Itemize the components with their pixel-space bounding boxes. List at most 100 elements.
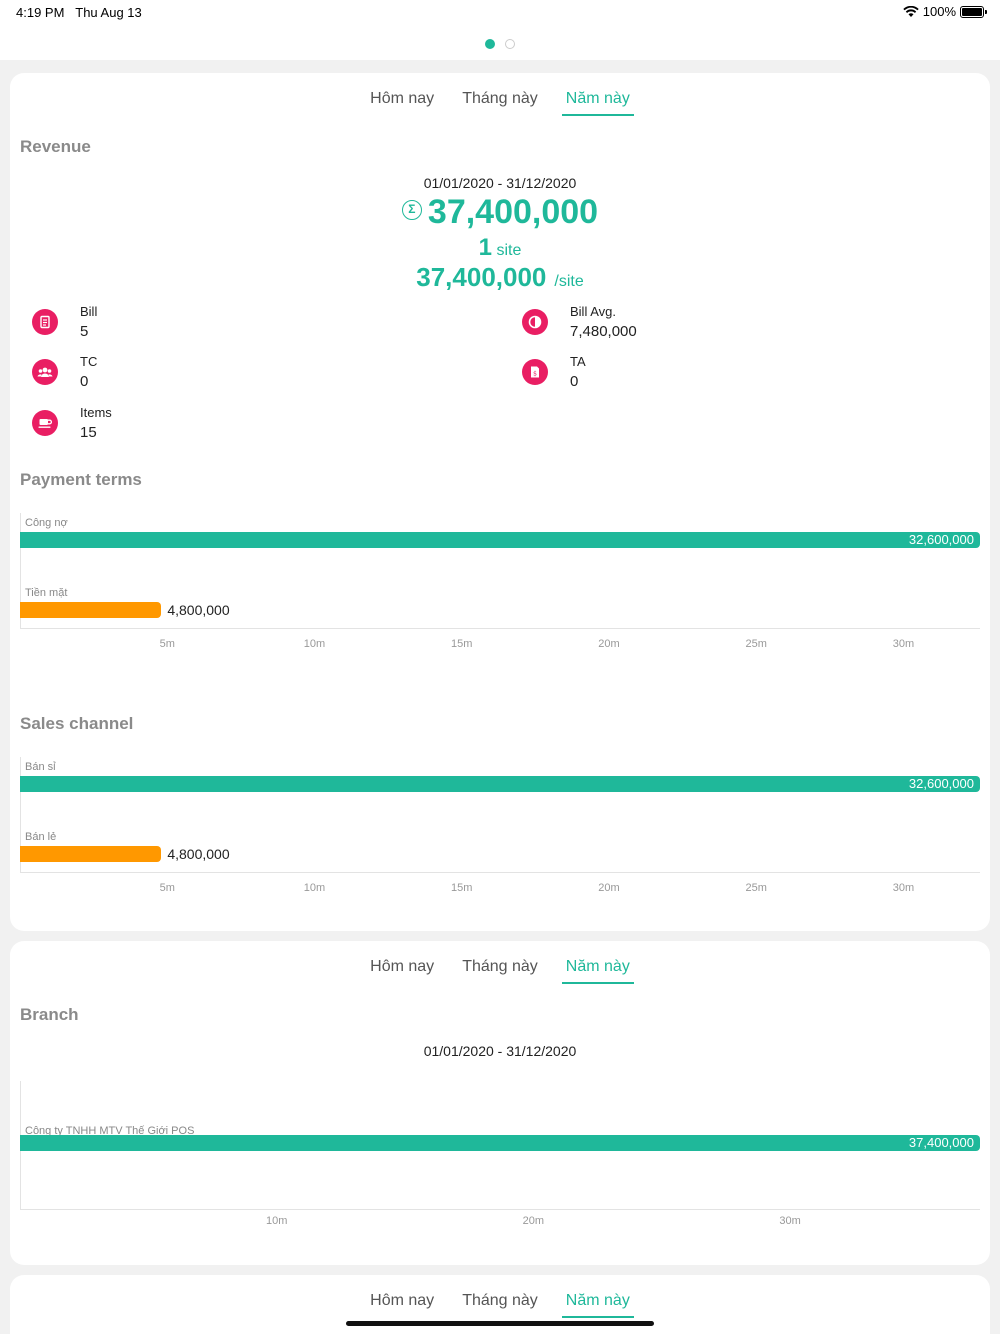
status-bar: 4:19 PM Thu Aug 13 100% <box>0 0 1000 60</box>
chart-bar[interactable] <box>20 846 162 862</box>
per-site-unit: /site <box>554 273 584 290</box>
chart-bar[interactable]: 37,400,000 <box>20 1135 980 1151</box>
battery-percent: 100% <box>922 4 956 19</box>
x-tick-label: 20m <box>598 882 620 894</box>
branch-daterange: 01/01/2020 - 31/12/2020 <box>423 1043 577 1059</box>
bar-value-label: 32,600,000 <box>908 776 974 791</box>
x-tick-label: 25m <box>745 882 767 894</box>
x-tick-label: 5m <box>159 638 175 650</box>
chart-bar[interactable]: 32,600,000 <box>20 532 980 548</box>
bar-category-label: Tiền mặt <box>25 587 68 599</box>
page-dot-1[interactable] <box>485 39 495 49</box>
tab-this-month[interactable]: Tháng này <box>462 90 538 107</box>
clock-time: 4:19 PM <box>16 5 65 20</box>
revenue-card: Hôm nay Tháng này Năm này Revenue 01/01/… <box>10 73 990 931</box>
tab-this-month[interactable]: Tháng này <box>462 1292 538 1309</box>
bar-category-label: Công ty TNHH MTV Thế Giới POS <box>25 1125 195 1137</box>
x-tick-label: 10m <box>265 1215 288 1227</box>
tab-today[interactable]: Hôm nay <box>370 958 435 975</box>
chart-y-axis <box>20 757 21 872</box>
x-tick-label: 30m <box>892 638 915 650</box>
sigma-icon: Σ <box>401 200 422 221</box>
stat-ta: $ TA 0 <box>522 353 586 393</box>
tab-this-year[interactable]: Năm này <box>561 90 634 116</box>
x-tick-label: 20m <box>522 1215 545 1227</box>
x-tick-label: 30m <box>779 1215 801 1227</box>
sales-channel-title: Sales channel <box>20 714 134 733</box>
stat-items-label: Items <box>80 405 112 420</box>
stat-tc: TC 0 <box>32 353 97 393</box>
clock-date: Thu Aug 13 <box>75 5 142 20</box>
tab-this-year[interactable]: Năm này <box>561 958 634 984</box>
stat-bill-label: Bill <box>80 304 98 319</box>
branch-period-tabs: Hôm nay Tháng này Năm này <box>10 958 990 984</box>
battery-icon <box>960 5 987 18</box>
group-icon <box>32 359 58 385</box>
stat-ta-label: TA <box>570 354 586 369</box>
stat-ta-value: 0 <box>570 373 579 390</box>
tab-today[interactable]: Hôm nay <box>370 1292 435 1309</box>
bar-category-label: Bán lẻ <box>25 831 57 843</box>
stat-bill-avg: Bill Avg. 7,480,000 <box>522 303 637 343</box>
sales-channel-chart: Bán sỉ 32,600,000 Bán lẻ 4,800,000 5m 10m 15m 2… <box>20 757 980 897</box>
stat-tc-value: 0 <box>80 373 89 390</box>
chart-bar[interactable]: 32,600,000 <box>20 776 980 792</box>
revenue-title: Revenue <box>20 137 91 156</box>
cup-icon <box>32 410 58 436</box>
tab-this-month[interactable]: Tháng này <box>462 958 538 975</box>
bar-value-label: 32,600,000 <box>908 532 974 547</box>
site-count-value: 1 <box>478 234 492 261</box>
bar-category-label: Công nợ <box>25 517 68 529</box>
status-time: 4:19 PM Thu Aug 13 <box>16 5 142 20</box>
chart-x-axis <box>20 872 980 873</box>
revenue-daterange: 01/01/2020 - 31/12/2020 <box>423 175 577 191</box>
stat-bill-value: 5 <box>80 323 89 340</box>
branch-chart: Công ty TNHH MTV Thế Giới POS 37,400,000 1… <box>20 1081 980 1231</box>
x-tick-label: 25m <box>745 638 767 650</box>
revenue-total-value: 37,400,000 <box>427 193 599 231</box>
payment-terms-title: Payment terms <box>20 470 142 489</box>
next-period-tabs: Hôm nay Tháng này Năm này <box>10 1292 990 1318</box>
chart-x-axis <box>20 628 980 629</box>
bar-value-label: 4,800,000 <box>167 602 230 618</box>
x-tick-label: 10m <box>303 638 326 650</box>
branch-title: Branch <box>20 1005 79 1024</box>
bar-value-label: 4,800,000 <box>167 846 230 862</box>
chart-bar[interactable] <box>20 602 162 618</box>
bar-value-label: 37,400,000 <box>908 1135 974 1150</box>
stat-bill: Bill 5 <box>32 303 97 343</box>
x-tick-label: 30m <box>892 882 915 894</box>
period-tabs: Hôm nay Tháng này Năm này <box>10 90 990 116</box>
stat-items: Items 15 <box>32 404 112 444</box>
site-count-unit: site <box>496 242 522 259</box>
page-dot-2[interactable] <box>505 39 515 49</box>
x-tick-label: 15m <box>451 882 473 894</box>
branch-card: Hôm nay Tháng này Năm này Branch 01/01/2… <box>10 941 990 1265</box>
page-indicator[interactable] <box>485 39 515 49</box>
chart-x-axis <box>20 1209 980 1210</box>
per-site-value: 37,400,000 <box>416 262 547 292</box>
stat-bill-avg-value: 7,480,000 <box>570 323 637 340</box>
tab-today[interactable]: Hôm nay <box>370 90 435 107</box>
status-right: 100% <box>903 4 987 19</box>
stat-items-value: 15 <box>80 424 97 441</box>
payment-terms-chart: Công nợ 32,600,000 Tiền mặt 4,800,000 5m 10m 1… <box>20 513 980 653</box>
bar-category-label: Bán sỉ <box>25 761 56 773</box>
stat-tc-label: TC <box>80 354 98 369</box>
invoice-icon: $ <box>522 359 548 385</box>
home-indicator[interactable] <box>346 1321 654 1326</box>
svg-text:$: $ <box>533 371 537 378</box>
revenue-per-site: 37,400,000/site <box>10 262 990 293</box>
x-tick-label: 20m <box>598 638 620 650</box>
revenue-total: Σ 37,400,000 <box>10 193 990 232</box>
document-icon <box>32 309 58 335</box>
stat-bill-avg-label: Bill Avg. <box>570 304 617 319</box>
x-tick-label: 15m <box>451 638 473 650</box>
x-tick-label: 5m <box>159 882 175 894</box>
site-count: 1 site <box>10 234 990 262</box>
x-tick-label: 10m <box>303 882 326 894</box>
tab-this-year[interactable]: Năm này <box>561 1292 634 1318</box>
half-circle-icon <box>522 309 548 335</box>
wifi-icon <box>903 5 919 17</box>
chart-y-axis <box>20 513 21 628</box>
